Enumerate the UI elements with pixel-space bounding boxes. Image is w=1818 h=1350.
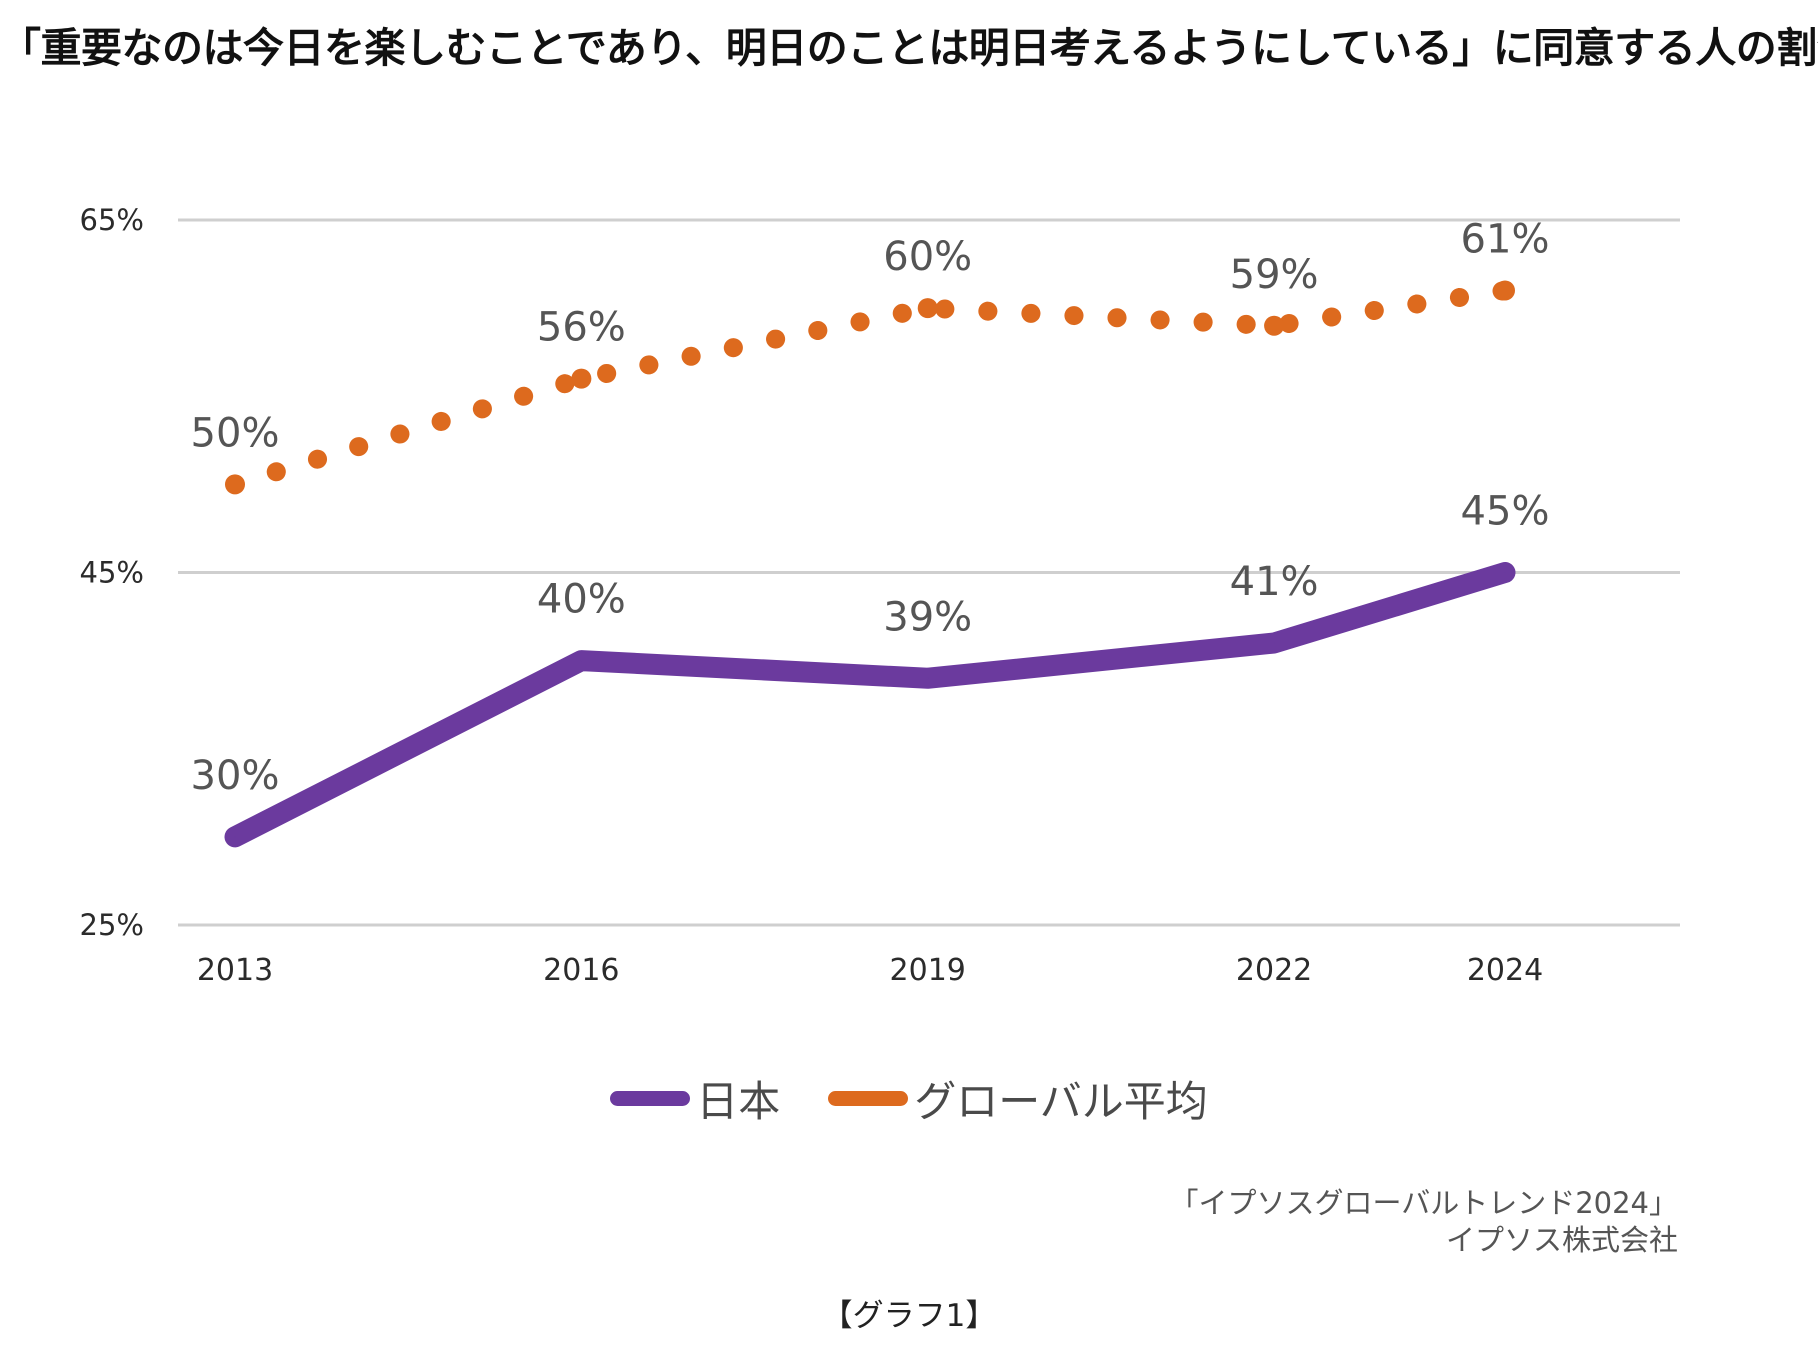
y-tick-label-65: 65% bbox=[80, 203, 144, 237]
legend-swatch-global bbox=[828, 1091, 909, 1106]
y-tick-label-25: 25% bbox=[80, 908, 144, 942]
data-label-global-2024: 61% bbox=[1461, 217, 1550, 263]
legend-item-japan[interactable]: 日本 bbox=[610, 1068, 780, 1129]
x-tick-label-2024: 2024 bbox=[1467, 953, 1543, 988]
y-axis-ticks: 25% 45% 65% bbox=[80, 203, 144, 942]
legend-label-global: グローバル平均 bbox=[914, 1077, 1208, 1126]
source-note: 「イプソスグローバルトレンド2024」 イプソス株式会社 bbox=[1169, 1185, 1678, 1259]
x-tick-label-2022: 2022 bbox=[1236, 953, 1312, 988]
x-tick-label-2016: 2016 bbox=[543, 953, 619, 988]
source-line-1: 「イプソスグローバルトレンド2024」 bbox=[1169, 1186, 1678, 1220]
data-labels: 30% 40% 39% 41% 45% 50% 56% 60% 59% 61% bbox=[191, 217, 1550, 799]
data-label-japan-2016: 40% bbox=[537, 577, 626, 623]
series-group bbox=[224, 280, 1516, 848]
point-global-2019 bbox=[917, 298, 938, 319]
point-global-2016 bbox=[571, 368, 592, 389]
source-line-2: イプソス株式会社 bbox=[1445, 1223, 1678, 1257]
point-japan-2013 bbox=[234, 835, 236, 838]
data-label-global-2019: 60% bbox=[883, 234, 972, 280]
x-tick-label-2013: 2013 bbox=[197, 953, 273, 988]
point-japan-2022 bbox=[1273, 642, 1276, 644]
legend-label-japan: 日本 bbox=[696, 1077, 781, 1126]
data-label-japan-2024: 45% bbox=[1461, 489, 1550, 535]
point-japan-2019 bbox=[926, 677, 929, 680]
point-global-2022 bbox=[1264, 315, 1285, 336]
data-label-global-2013: 50% bbox=[191, 410, 280, 456]
gridlines bbox=[178, 218, 1680, 927]
data-label-japan-2013: 30% bbox=[191, 753, 280, 799]
legend: 日本 グローバル平均 bbox=[0, 1068, 1818, 1129]
point-japan-2024 bbox=[1504, 571, 1506, 574]
legend-item-global[interactable]: グローバル平均 bbox=[828, 1068, 1208, 1129]
x-tick-label-2019: 2019 bbox=[890, 953, 966, 988]
point-global-2013 bbox=[225, 474, 245, 495]
chart-title: 「重要なのは今日を楽しむことであり、明日のことは明日考えるようにしている」に同意… bbox=[0, 24, 1818, 72]
legend-swatch-japan bbox=[610, 1091, 691, 1106]
point-global-2024 bbox=[1495, 280, 1515, 301]
data-label-japan-2022: 41% bbox=[1230, 559, 1319, 605]
series-line-global bbox=[225, 281, 1515, 494]
y-tick-label-45: 45% bbox=[80, 556, 144, 590]
data-label-global-2016: 56% bbox=[537, 305, 626, 351]
point-japan-2016 bbox=[580, 659, 583, 662]
series-line-japan bbox=[224, 562, 1516, 848]
graph-caption: 【グラフ1】 bbox=[821, 1298, 997, 1334]
x-axis-ticks: 2013 2016 2019 2022 2024 bbox=[197, 953, 1543, 988]
data-label-global-2022: 59% bbox=[1230, 252, 1319, 298]
data-label-japan-2019: 39% bbox=[883, 594, 972, 640]
